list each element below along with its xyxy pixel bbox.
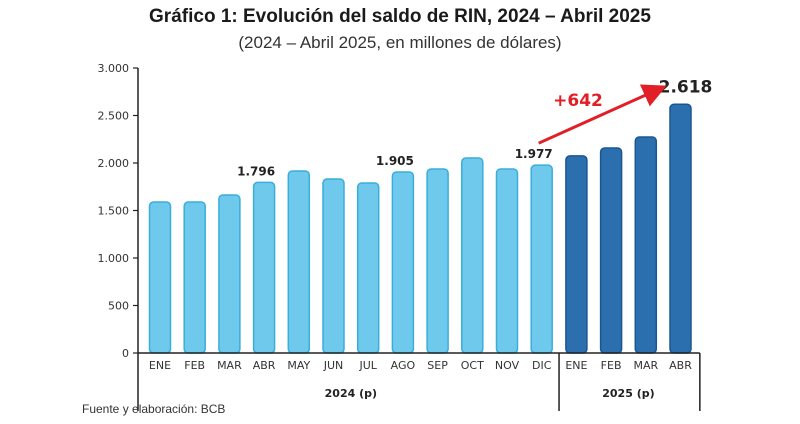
bar xyxy=(148,201,172,354)
bar xyxy=(322,178,345,354)
source-note: Fuente y elaboración: BCB xyxy=(82,402,226,416)
bar xyxy=(426,168,449,354)
bar xyxy=(565,155,588,354)
bar xyxy=(669,103,692,354)
x-tick-label: MAR xyxy=(633,359,658,372)
chart-title: Gráfico 1: Evolución del saldo de RIN, 2… xyxy=(149,6,651,27)
y-tick-label: 1.000 xyxy=(98,252,130,265)
x-tick-label: ABR xyxy=(669,359,692,372)
bar xyxy=(252,181,276,354)
bar xyxy=(634,136,658,354)
bar xyxy=(530,164,553,354)
x-tick-label: ENE xyxy=(149,359,171,372)
growth-annotation: +642 xyxy=(538,84,667,145)
x-tick-label: JUN xyxy=(323,359,344,372)
x-tick-label: FEB xyxy=(184,359,205,372)
chart-subtitle: (2024 – Abril 2025, en millones de dólar… xyxy=(238,33,562,52)
bar xyxy=(287,170,311,354)
x-tick-label: DIC xyxy=(532,359,552,372)
data-label: 1.977 xyxy=(515,147,553,161)
bar xyxy=(495,168,519,354)
y-axis: 0 500 1.000 1.500 2.000 2.500 3.000 xyxy=(98,62,139,411)
x-tick-label: MAY xyxy=(287,359,310,372)
data-label: 1.796 xyxy=(237,164,275,178)
x-tick-label: AGO xyxy=(391,359,416,372)
data-labels: 1.796 1.905 1.977 2.618 xyxy=(237,77,712,178)
data-label: 2.618 xyxy=(659,77,713,97)
bars xyxy=(148,103,692,354)
growth-arrow xyxy=(538,84,667,145)
x-tick-label: NOV xyxy=(495,359,520,372)
bar xyxy=(599,147,623,354)
bar xyxy=(183,201,206,354)
x-tick-label: JUL xyxy=(358,359,377,372)
y-tick-label: 2.000 xyxy=(98,157,130,170)
x-tick-label: SEP xyxy=(427,359,448,372)
x-tick-label: ENE xyxy=(565,359,587,372)
x-tick-label: MAR xyxy=(217,359,242,372)
y-tick-label: 0 xyxy=(122,347,129,360)
x-tick-label: OCT xyxy=(461,359,484,372)
x-tick-label: ABR xyxy=(253,359,276,372)
x-axis: 2024 (p) 2025 (p) ENE FEB MAR ABR MAY JUN JUL AGO… xyxy=(138,352,701,411)
bar xyxy=(218,194,241,354)
y-tick-label: 3.000 xyxy=(98,62,130,75)
y-tick-label: 2.500 xyxy=(98,110,130,123)
group-label: 2024 (p) xyxy=(325,387,377,400)
data-label: 1.905 xyxy=(376,154,414,168)
bar xyxy=(391,171,415,354)
y-tick-label: 1.500 xyxy=(98,205,130,218)
growth-label: +642 xyxy=(553,91,603,111)
y-tick-label: 500 xyxy=(108,300,129,313)
x-tick-label: FEB xyxy=(601,359,622,372)
bar xyxy=(461,157,484,354)
group-label: 2025 (p) xyxy=(602,387,654,400)
bar xyxy=(356,182,380,354)
